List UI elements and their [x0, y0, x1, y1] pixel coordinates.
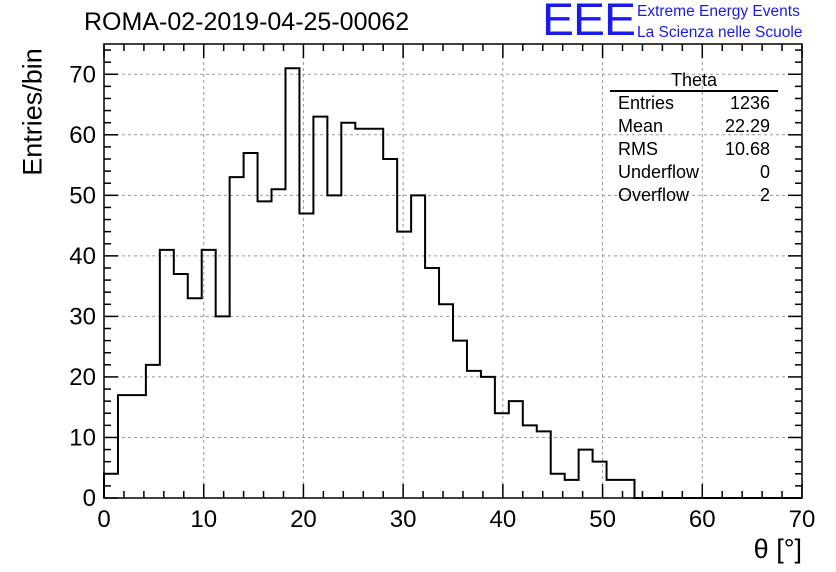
- x-tick-label: 10: [190, 506, 217, 533]
- histogram-bin: [272, 189, 286, 498]
- stats-row-rms: RMS 10.68: [610, 138, 778, 161]
- histogram-bin: [495, 413, 509, 498]
- histogram-bin: [341, 123, 355, 498]
- histogram-bin: [593, 462, 607, 498]
- x-axis-label: θ [°]: [753, 534, 802, 564]
- x-tick-label: 60: [689, 506, 716, 533]
- logo-text-line1: Extreme Energy Events: [637, 3, 800, 20]
- x-tick-label: 30: [390, 506, 417, 533]
- histogram-series: [103, 67, 802, 499]
- y-tick-label: 40: [69, 243, 96, 270]
- histogram-bin: [132, 395, 146, 498]
- y-tick-label: 60: [69, 122, 96, 149]
- stats-value: 0: [759, 162, 770, 182]
- histogram-bin: [244, 153, 258, 498]
- x-tick-label: 40: [490, 506, 517, 533]
- histogram-bin: [439, 304, 453, 498]
- histogram-bin: [299, 213, 313, 498]
- stats-label: Underflow: [618, 162, 700, 182]
- y-tick-label: 70: [69, 61, 96, 88]
- stats-box: Theta Entries 1236 Mean 22.29 RMS 10.68 …: [610, 70, 778, 207]
- y-tick-label: 30: [69, 303, 96, 330]
- stats-value: 10.68: [724, 139, 770, 159]
- histogram-bin: [523, 425, 537, 498]
- x-tick-label: 70: [789, 506, 816, 533]
- stats-value: 2: [759, 185, 770, 205]
- histogram-bin: [579, 450, 593, 498]
- histogram-bin: [369, 129, 383, 498]
- histogram-bin: [453, 341, 467, 498]
- histogram-bin: [216, 316, 230, 498]
- histogram-bin: [285, 68, 299, 498]
- stats-value: 1236: [729, 93, 770, 113]
- x-tick-label: 0: [97, 506, 110, 533]
- stats-value: 22.29: [724, 116, 770, 136]
- chart-title: ROMA-02-2019-04-25-00062: [84, 8, 410, 36]
- stats-label: RMS: [618, 139, 658, 159]
- histogram-bin: [509, 401, 523, 498]
- histogram-bin: [313, 117, 327, 498]
- histogram-bin: [397, 232, 411, 498]
- histogram-bin: [467, 371, 481, 498]
- y-tick-label: 20: [69, 364, 96, 391]
- stats-row-underflow: Underflow 0: [610, 161, 778, 184]
- histogram-bin: [258, 201, 272, 498]
- histogram-bin: [327, 195, 341, 498]
- histogram-bin: [174, 274, 188, 498]
- histogram-bin: [230, 177, 244, 498]
- stats-row-entries: Entries 1236: [610, 92, 778, 115]
- y-tick-label: 10: [69, 424, 96, 451]
- stats-label: Mean: [618, 116, 664, 136]
- stats-row-mean: Mean 22.29: [610, 115, 778, 138]
- eee-logo-mark: EEE: [542, 0, 636, 46]
- histogram-bin: [481, 377, 495, 498]
- histogram-bin: [146, 365, 160, 498]
- x-tick-label: 50: [589, 506, 616, 533]
- y-axis-label: Entries/bin: [17, 48, 48, 176]
- histogram-bin: [411, 195, 425, 498]
- histogram-bin: [425, 268, 439, 498]
- stats-label: Entries: [618, 93, 675, 113]
- histogram-bin: [160, 250, 174, 498]
- histogram-bin: [565, 480, 579, 498]
- x-tick-label: 20: [290, 506, 317, 533]
- stats-label: Overflow: [618, 185, 690, 205]
- histogram-bin: [188, 298, 202, 498]
- stats-title: Theta: [610, 70, 778, 92]
- histogram-bin: [537, 431, 551, 498]
- histogram-bin: [383, 159, 397, 498]
- y-tick-label: 0: [83, 485, 96, 512]
- logo-text-line2: La Scienza nelle Scuole: [637, 24, 803, 41]
- y-tick-label: 50: [69, 182, 96, 209]
- histogram-bin: [118, 395, 132, 498]
- stats-row-overflow: Overflow 2: [610, 184, 778, 207]
- histogram-bin: [607, 480, 621, 498]
- histogram-bin: [355, 129, 369, 498]
- histogram-bin: [202, 250, 216, 498]
- plot-frame: [103, 43, 803, 499]
